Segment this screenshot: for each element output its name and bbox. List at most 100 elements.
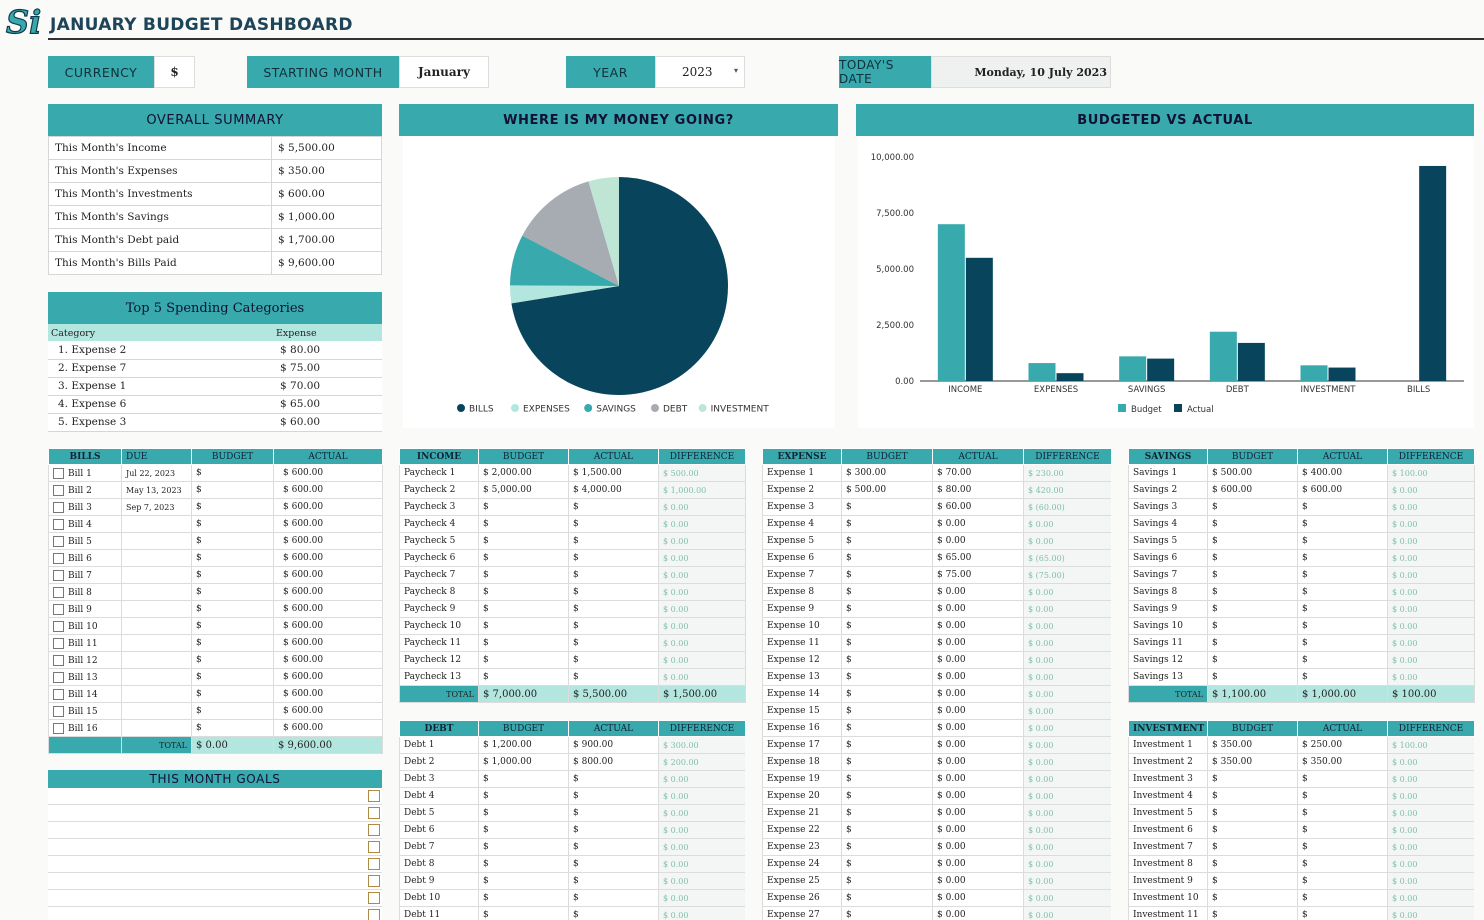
- investment-cell[interactable]: $: [1207, 872, 1298, 890]
- bills-cell[interactable]: [121, 532, 192, 550]
- savings-cell[interactable]: $ 0.00: [1387, 583, 1475, 601]
- expense-cell[interactable]: $ 0.00: [1023, 855, 1111, 873]
- expense-cell[interactable]: $: [841, 804, 933, 822]
- goal-checkbox[interactable]: [368, 892, 380, 904]
- bills-cell[interactable]: [121, 634, 192, 652]
- income-cell[interactable]: $: [478, 549, 569, 567]
- expense-cell[interactable]: $ 0.00: [1023, 532, 1111, 550]
- expense-cell[interactable]: $ 0.00: [932, 583, 1024, 601]
- expense-cell[interactable]: $ 0.00: [1023, 634, 1111, 652]
- bills-cell[interactable]: Bill 12: [48, 651, 122, 669]
- bills-cell[interactable]: $: [191, 481, 274, 499]
- expense-cell[interactable]: $ 0.00: [1023, 617, 1111, 635]
- bills-cell[interactable]: $ 600.00: [273, 566, 383, 584]
- expense-cell[interactable]: $ 0.00: [1023, 668, 1111, 686]
- debt-cell[interactable]: $: [568, 821, 659, 839]
- bill-checkbox[interactable]: [53, 688, 64, 700]
- expense-cell[interactable]: $ 0.00: [932, 838, 1024, 856]
- savings-cell[interactable]: $: [1207, 668, 1298, 686]
- expense-cell[interactable]: $ 0.00: [932, 668, 1024, 686]
- expense-cell[interactable]: $: [841, 702, 933, 720]
- goal-row[interactable]: [48, 822, 382, 839]
- debt-cell[interactable]: Debt 1: [399, 736, 479, 754]
- debt-cell[interactable]: Debt 3: [399, 770, 479, 788]
- bill-checkbox[interactable]: [53, 518, 64, 530]
- bill-checkbox[interactable]: [53, 535, 64, 547]
- expense-cell[interactable]: Expense 25: [762, 872, 842, 890]
- expense-cell[interactable]: $ 0.00: [932, 532, 1024, 550]
- bills-cell[interactable]: $ 600.00: [273, 498, 383, 516]
- debt-cell[interactable]: $: [478, 872, 569, 890]
- expense-cell[interactable]: $ 0.00: [932, 634, 1024, 652]
- investment-cell[interactable]: $: [1297, 872, 1388, 890]
- investment-cell[interactable]: $: [1297, 804, 1388, 822]
- expense-cell[interactable]: Expense 21: [762, 804, 842, 822]
- investment-cell[interactable]: $ 0.00: [1387, 906, 1474, 920]
- income-cell[interactable]: $: [568, 515, 659, 533]
- debt-cell[interactable]: $: [568, 770, 659, 788]
- bills-cell[interactable]: $ 600.00: [273, 651, 383, 669]
- savings-cell[interactable]: $ 400.00: [1297, 464, 1388, 482]
- investment-cell[interactable]: Investment 9: [1128, 872, 1208, 890]
- savings-cell[interactable]: Savings 13: [1128, 668, 1208, 686]
- savings-cell[interactable]: $ 600.00: [1297, 481, 1388, 499]
- bills-cell[interactable]: $: [191, 685, 274, 703]
- income-cell[interactable]: $ 0.00: [658, 532, 746, 550]
- expense-cell[interactable]: $ 0.00: [1023, 804, 1111, 822]
- investment-cell[interactable]: Investment 8: [1128, 855, 1208, 873]
- bills-cell[interactable]: $: [191, 464, 274, 482]
- income-cell[interactable]: $ 2,000.00: [478, 464, 569, 482]
- debt-cell[interactable]: $: [568, 855, 659, 873]
- expense-cell[interactable]: Expense 7: [762, 566, 842, 584]
- expense-cell[interactable]: $: [841, 770, 933, 788]
- expense-cell[interactable]: $ 0.00: [932, 515, 1024, 533]
- expense-cell[interactable]: $: [841, 872, 933, 890]
- debt-cell[interactable]: $: [478, 906, 569, 920]
- expense-cell[interactable]: $: [841, 583, 933, 601]
- goal-checkbox[interactable]: [368, 875, 380, 887]
- expense-cell[interactable]: $ 0.00: [1023, 685, 1111, 703]
- expense-cell[interactable]: $ 75.00: [932, 566, 1024, 584]
- investment-cell[interactable]: $: [1297, 855, 1388, 873]
- income-cell[interactable]: $: [478, 532, 569, 550]
- savings-cell[interactable]: $: [1297, 668, 1388, 686]
- income-cell[interactable]: Paycheck 13: [399, 668, 479, 686]
- savings-cell[interactable]: Savings 6: [1128, 549, 1208, 567]
- debt-cell[interactable]: $ 0.00: [658, 872, 745, 890]
- savings-cell[interactable]: Savings 5: [1128, 532, 1208, 550]
- expense-cell[interactable]: Expense 6: [762, 549, 842, 567]
- income-cell[interactable]: $: [568, 668, 659, 686]
- bills-cell[interactable]: $: [191, 651, 274, 669]
- goal-checkbox[interactable]: [368, 807, 380, 819]
- expense-cell[interactable]: $: [841, 838, 933, 856]
- investment-cell[interactable]: $: [1297, 889, 1388, 907]
- expense-cell[interactable]: $ 0.00: [1023, 906, 1111, 920]
- debt-cell[interactable]: $: [478, 787, 569, 805]
- expense-cell[interactable]: $ 0.00: [932, 617, 1024, 635]
- expense-cell[interactable]: Expense 11: [762, 634, 842, 652]
- savings-cell[interactable]: $ 0.00: [1387, 566, 1475, 584]
- income-cell[interactable]: $: [478, 566, 569, 584]
- goal-checkbox[interactable]: [368, 790, 380, 802]
- debt-cell[interactable]: $ 0.00: [658, 855, 745, 873]
- income-cell[interactable]: $: [568, 600, 659, 618]
- goal-checkbox[interactable]: [368, 909, 380, 920]
- investment-cell[interactable]: $ 0.00: [1387, 821, 1474, 839]
- investment-cell[interactable]: Investment 1: [1128, 736, 1208, 754]
- savings-cell[interactable]: $: [1207, 532, 1298, 550]
- bills-cell[interactable]: $ 600.00: [273, 600, 383, 618]
- expense-cell[interactable]: $ 0.00: [1023, 702, 1111, 720]
- bills-cell[interactable]: $: [191, 719, 274, 737]
- debt-cell[interactable]: Debt 7: [399, 838, 479, 856]
- savings-cell[interactable]: $: [1207, 583, 1298, 601]
- expense-cell[interactable]: Expense 13: [762, 668, 842, 686]
- investment-cell[interactable]: Investment 4: [1128, 787, 1208, 805]
- expense-cell[interactable]: Expense 8: [762, 583, 842, 601]
- savings-cell[interactable]: Savings 4: [1128, 515, 1208, 533]
- savings-cell[interactable]: $: [1297, 651, 1388, 669]
- bills-cell[interactable]: $: [191, 566, 274, 584]
- savings-cell[interactable]: $ 0.00: [1387, 481, 1475, 499]
- investment-cell[interactable]: $: [1297, 906, 1388, 920]
- expense-cell[interactable]: $: [841, 651, 933, 669]
- debt-cell[interactable]: $ 0.00: [658, 770, 745, 788]
